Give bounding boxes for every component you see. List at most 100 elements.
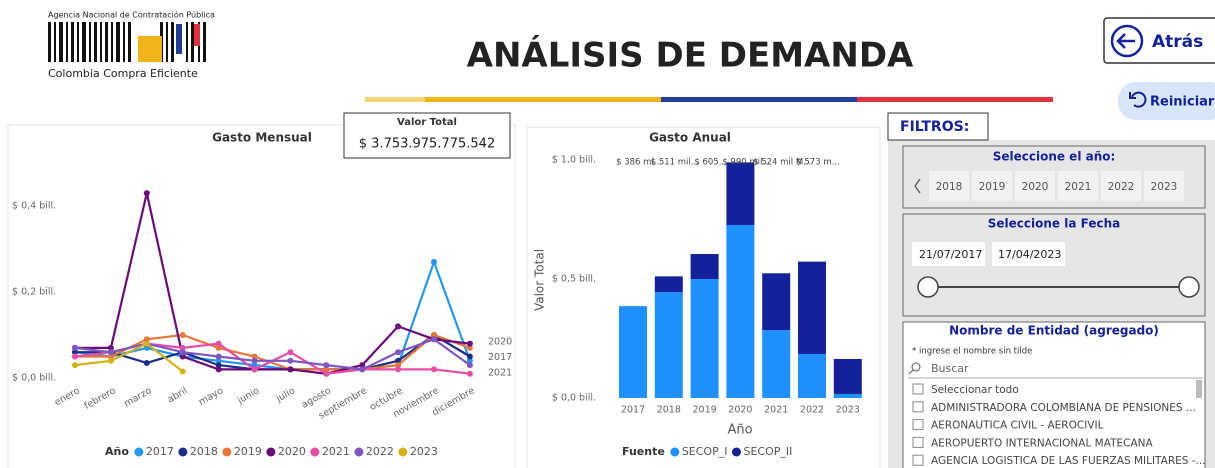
- entity-checkbox[interactable]: [912, 383, 924, 395]
- entity-checkbox[interactable]: [912, 436, 924, 448]
- total-card: Valor Total $ 3.753.975.775.542: [343, 112, 511, 159]
- total-label: Valor Total: [397, 117, 457, 128]
- bar-segment: [762, 330, 791, 398]
- data-point: [466, 370, 473, 377]
- data-point: [107, 349, 114, 356]
- data-point: [143, 336, 150, 343]
- data-point: [215, 353, 222, 360]
- date-to[interactable]: 17/04/2023: [998, 248, 1061, 261]
- entity-filter-title: Nombre de Entidad (agregado): [949, 324, 1159, 338]
- search-box[interactable]: Buscar: [908, 362, 1203, 379]
- scrollbar[interactable]: [1196, 380, 1202, 398]
- year-prev[interactable]: [914, 178, 921, 194]
- entity-label[interactable]: Seleccionar todo: [931, 384, 1019, 396]
- x-tick-label: 2019: [693, 405, 717, 416]
- data-point: [143, 190, 150, 197]
- data-point: [179, 353, 186, 360]
- data-point: [143, 359, 150, 366]
- legend-title: Año: [105, 445, 129, 458]
- bar-segment: [833, 393, 862, 398]
- year-label[interactable]: 2023: [1151, 181, 1178, 193]
- end-label: 2021: [488, 368, 512, 379]
- data-point: [466, 357, 473, 364]
- legend-swatch: [178, 447, 188, 457]
- series-line: [75, 333, 471, 371]
- data-point: [107, 357, 114, 364]
- year-button[interactable]: [1101, 171, 1141, 201]
- back-button[interactable]: Atrás: [1103, 17, 1215, 64]
- series-line: [75, 192, 471, 375]
- data-point: [179, 368, 186, 375]
- legend-label: 2020: [278, 445, 306, 458]
- reset-label[interactable]: Reiniciar: [1150, 95, 1215, 110]
- y-tick-label: $ 0,4 bill.: [12, 201, 56, 212]
- data-point: [179, 332, 186, 338]
- date-slider[interactable]: [917, 276, 1200, 298]
- data-point: [395, 362, 402, 369]
- data-point: [251, 357, 258, 364]
- data-point: [215, 340, 222, 347]
- legend-label: 2018: [190, 445, 218, 458]
- back-label[interactable]: Atrás: [1152, 32, 1203, 52]
- data-point: [359, 366, 366, 373]
- bar-segment: [726, 224, 755, 398]
- date-from-box[interactable]: [912, 242, 985, 266]
- year-button[interactable]: [929, 171, 969, 201]
- total-label: $ 573 m...: [796, 158, 839, 168]
- year-button[interactable]: [1015, 171, 1055, 201]
- data-point: [395, 349, 402, 356]
- data-point: [215, 344, 222, 351]
- data-point: [431, 336, 437, 343]
- data-point: [179, 344, 186, 351]
- y-tick-label: $ 0,0 bill.: [12, 373, 56, 384]
- data-point: [72, 353, 78, 360]
- date-filter-title: Seleccione la Fecha: [988, 217, 1120, 231]
- entity-label[interactable]: AERONAUTICA CIVIL - AEROCIVIL: [931, 420, 1104, 432]
- data-point: [251, 362, 258, 369]
- total-label: $ 524 mil M...: [753, 158, 811, 168]
- date-from[interactable]: 21/07/2017: [919, 248, 982, 261]
- legend-swatch: [134, 447, 144, 457]
- year-label[interactable]: 2021: [1065, 181, 1092, 193]
- year-button[interactable]: [1058, 171, 1098, 201]
- data-point: [395, 357, 402, 364]
- entity-hint: * ingrese el nombre sin tilde: [912, 347, 1032, 357]
- legend-swatch: [310, 447, 320, 457]
- year-label[interactable]: 2019: [979, 181, 1006, 193]
- entity-checkbox[interactable]: [912, 419, 924, 431]
- search-placeholder[interactable]: Buscar: [931, 362, 969, 375]
- year-button[interactable]: [1144, 171, 1184, 201]
- x-tick-label: 2023: [836, 405, 860, 416]
- data-point: [107, 344, 114, 351]
- year-label[interactable]: 2018: [936, 181, 963, 193]
- bar-segment: [690, 279, 719, 398]
- x-tick-label: 2017: [621, 405, 645, 416]
- data-point: [287, 366, 294, 373]
- legend-label: 2019: [234, 445, 262, 458]
- year-button[interactable]: [972, 171, 1012, 201]
- entity-checkbox[interactable]: [912, 401, 924, 413]
- data-point: [143, 344, 150, 351]
- chart-title: Gasto Mensual: [212, 131, 312, 145]
- brand-name: Colombia Compra Eficiente: [48, 67, 198, 80]
- entity-label[interactable]: ADMINISTRADORA COLOMBIANA DE PENSIONES .…: [931, 402, 1196, 414]
- bar-segment: [690, 254, 719, 279]
- filters-title: FILTROS:: [900, 119, 969, 135]
- end-label: 2020: [488, 337, 512, 348]
- legend-label: 2023: [410, 445, 438, 458]
- bar-segment: [726, 162, 755, 225]
- year-label[interactable]: 2020: [1022, 181, 1049, 193]
- date-to-box[interactable]: [992, 242, 1065, 266]
- data-point: [431, 366, 437, 373]
- chart-title: Gasto Anual: [649, 131, 731, 145]
- x-tick-label: 2018: [657, 405, 681, 416]
- reset-button[interactable]: Reiniciar: [1118, 82, 1215, 120]
- year-label[interactable]: 2022: [1108, 181, 1135, 193]
- entity-label[interactable]: AEROPUERTO INTERNACIONAL MATECANA: [931, 437, 1153, 449]
- data-point: [395, 366, 402, 373]
- entity-label[interactable]: AGENCIA LOGISTICA DE LAS FUERZAS MILITAR…: [931, 455, 1206, 467]
- data-point: [72, 362, 78, 369]
- entity-checkbox[interactable]: [912, 454, 924, 466]
